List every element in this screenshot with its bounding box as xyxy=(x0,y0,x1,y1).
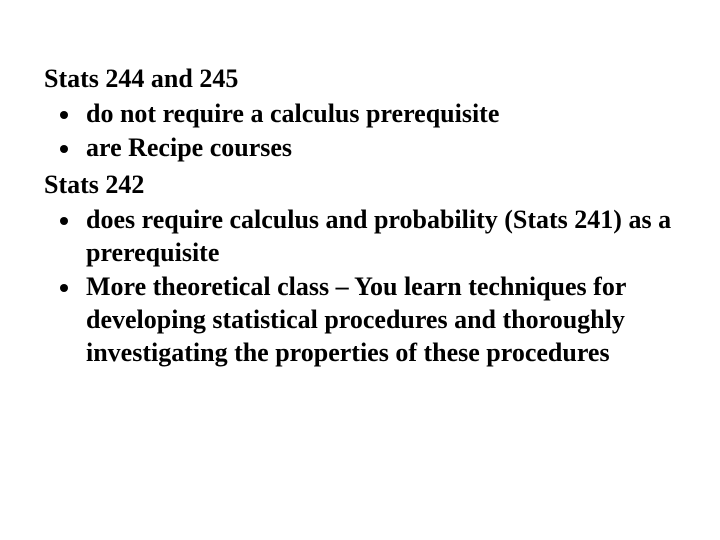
list-item: does require calculus and probability (S… xyxy=(82,203,676,270)
bullet-list-b: does require calculus and probability (S… xyxy=(44,203,676,369)
bullet-text: More theoretical class – You learn techn… xyxy=(86,272,626,368)
bullet-text: are Recipe courses xyxy=(86,133,292,162)
list-item: More theoretical class – You learn techn… xyxy=(82,270,676,370)
slide-body: Stats 244 and 245 do not require a calcu… xyxy=(0,0,720,540)
list-item: do not require a calculus prerequisite xyxy=(82,97,676,130)
bullet-list-a: do not require a calculus prerequisite a… xyxy=(44,97,676,164)
bullet-text: does require calculus and probability (S… xyxy=(86,205,671,267)
bullet-text: do not require a calculus prerequisite xyxy=(86,99,499,128)
section-heading-stats-244-245: Stats 244 and 245 xyxy=(44,62,676,95)
list-item: are Recipe courses xyxy=(82,131,676,164)
section-heading-stats-242: Stats 242 xyxy=(44,168,676,201)
